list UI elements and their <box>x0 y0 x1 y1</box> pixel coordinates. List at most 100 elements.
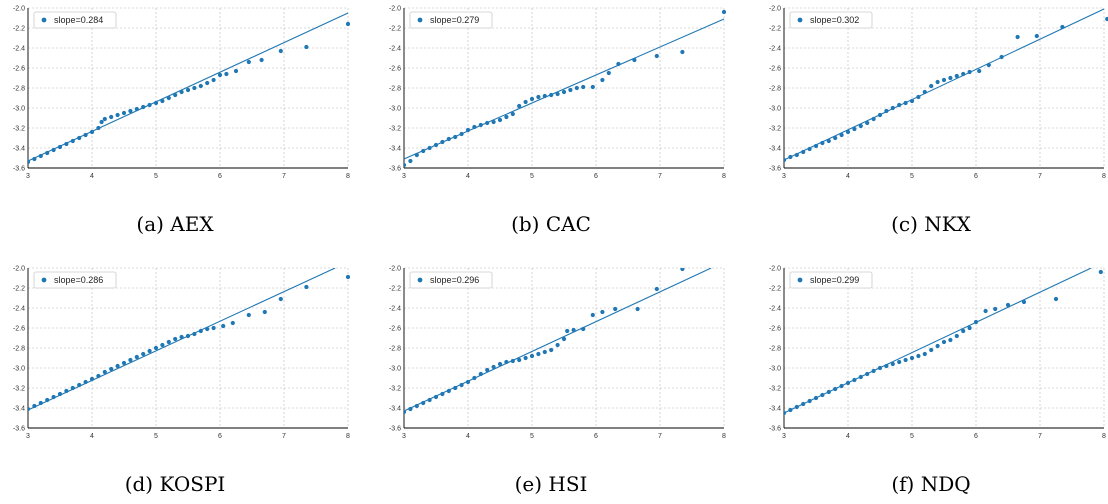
y-tick-label: -3.0 <box>13 366 25 373</box>
y-tick-label: -2.4 <box>13 306 25 313</box>
x-tick-label: 4 <box>466 433 470 440</box>
data-point <box>1034 33 1039 39</box>
data-point <box>565 328 570 334</box>
y-tick-label: -3.2 <box>769 126 781 133</box>
fit-line <box>28 12 349 162</box>
data-point <box>440 139 445 145</box>
y-tick-label: -3.6 <box>769 166 781 173</box>
data-point <box>833 135 838 141</box>
data-point <box>32 403 37 409</box>
data-point <box>446 136 451 142</box>
y-tick-label: -2.8 <box>13 86 25 93</box>
y-tick-label: -3.6 <box>389 166 401 173</box>
y-tick-label: -2.0 <box>389 6 401 13</box>
data-point <box>903 100 908 106</box>
scatter-plot: 3 4 5 6 7 8 -2.0 -2.2 -2.4 -2.6 -2.8 -3.0 -3.2 -3.4 -3… <box>13 6 351 180</box>
data-point <box>153 345 159 351</box>
data-point <box>877 112 883 118</box>
x-tick-label: 5 <box>910 433 914 440</box>
data-point <box>414 403 419 409</box>
data-point <box>51 394 56 400</box>
data-point <box>278 296 283 302</box>
data-point <box>70 138 75 144</box>
legend: slope=0.299 <box>789 271 873 289</box>
chart-panel: 3 4 5 6 7 8 -2.0 -2.2 -2.4 -2.6 -2.8 -3.0 -3.2 -3.4 -3… <box>376 264 726 504</box>
x-tick-label: 4 <box>466 173 470 180</box>
x-tick-label: 8 <box>722 173 726 180</box>
data-point <box>404 409 407 415</box>
data-point <box>478 371 483 377</box>
data-point <box>884 363 889 369</box>
data-point <box>192 85 197 91</box>
x-tick-label: 5 <box>910 173 914 180</box>
data-point <box>504 359 509 365</box>
y-tick-label: -3.0 <box>389 366 401 373</box>
data-point <box>986 62 991 68</box>
y-tick-label: -2.0 <box>769 266 781 273</box>
x-tick-label: 4 <box>846 173 850 180</box>
scatter-plot: 3 4 5 6 7 8 -2.0 -2.2 -2.4 -2.6 -2.8 -3.0 -3.2 -3.4 -3… <box>769 6 1108 180</box>
chart-panel: 3 4 5 6 7 8 -2.0 -2.2 -2.4 -2.6 -2.8 -3.0 -3.2 -3.4 -3… <box>0 4 351 244</box>
x-tick-label: 7 <box>1038 173 1042 180</box>
legend-label: slope=0.296 <box>430 275 479 285</box>
data-point <box>929 83 934 89</box>
data-point <box>632 57 637 63</box>
data-point <box>427 145 432 151</box>
data-point <box>967 69 972 75</box>
y-tick-label: -2.6 <box>13 66 25 73</box>
data-point <box>536 94 541 100</box>
data-point <box>121 360 127 366</box>
x-tick-label: 8 <box>346 173 350 180</box>
y-tick-label: -2.4 <box>769 306 781 313</box>
scatter-plot: 3 4 5 6 7 8 -2.0 -2.2 -2.4 -2.6 -2.8 -3.0 -3.2 -3.4 -3… <box>389 6 727 180</box>
data-point <box>141 104 146 110</box>
data-point <box>1053 296 1059 302</box>
y-tick-label: -2.4 <box>389 306 401 313</box>
data-point <box>404 162 407 168</box>
legend-marker <box>41 277 47 283</box>
data-point <box>542 93 547 99</box>
data-point <box>446 388 451 394</box>
y-tick-label: -2.8 <box>769 346 781 353</box>
data-point <box>246 59 251 65</box>
data-point <box>635 306 640 312</box>
data-point <box>185 87 191 93</box>
data-point <box>233 68 239 74</box>
y-tick-label: -2.2 <box>769 286 781 293</box>
data-point <box>529 96 535 102</box>
data-point <box>871 368 876 374</box>
data-point <box>606 70 611 76</box>
data-point <box>954 73 959 79</box>
data-point <box>788 154 793 160</box>
data-point <box>421 148 426 154</box>
y-tick-label: -2.6 <box>389 66 401 73</box>
data-point <box>453 385 458 391</box>
data-point <box>807 398 812 404</box>
data-point <box>561 89 567 95</box>
chart-panel: 3 4 5 6 7 8 -2.0 -2.2 -2.4 -2.6 -2.8 -3.0 -3.2 -3.4 -3… <box>376 4 727 244</box>
legend-label: slope=0.299 <box>810 275 859 285</box>
y-tick-label: -3.0 <box>769 106 781 113</box>
y-tick-label: -3.4 <box>13 406 25 413</box>
plot-area <box>404 268 712 415</box>
data-point <box>680 49 685 55</box>
data-point <box>433 142 439 148</box>
data-point <box>654 286 659 292</box>
data-point <box>96 125 101 131</box>
data-point <box>935 79 940 85</box>
data-point <box>453 134 458 140</box>
data-point <box>173 92 178 98</box>
data-point <box>568 87 573 93</box>
data-point <box>408 406 413 412</box>
data-point <box>28 406 31 412</box>
data-point <box>916 94 921 100</box>
data-point <box>839 383 844 389</box>
data-point <box>102 116 107 122</box>
y-tick-label: -3.6 <box>389 426 401 433</box>
data-point <box>909 355 915 361</box>
data-point <box>555 342 560 348</box>
data-point <box>179 334 184 340</box>
y-tick-label: -2.4 <box>389 46 401 53</box>
data-point <box>147 102 152 108</box>
data-point <box>529 353 535 359</box>
